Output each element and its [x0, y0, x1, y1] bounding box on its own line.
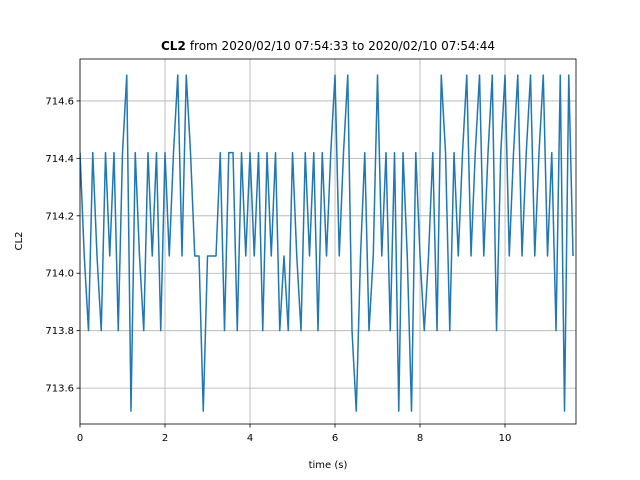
y-tick-label: 713.6 — [45, 384, 74, 395]
data-line — [80, 74, 574, 412]
y-tick-label: 714.4 — [45, 154, 74, 165]
x-tick-label: 2 — [162, 433, 168, 444]
y-tick-label: 714.0 — [45, 269, 74, 280]
x-axis-label: time (s) — [309, 460, 348, 471]
x-tick-label: 8 — [417, 433, 423, 444]
y-tick-label: 713.8 — [45, 326, 74, 337]
x-tick-label: 4 — [247, 433, 253, 444]
x-tick-label: 0 — [77, 433, 83, 444]
plot-frame — [79, 58, 577, 425]
chart-title: CL2 from 2020/02/10 07:54:33 to 2020/02/1… — [161, 39, 495, 53]
title-text: from 2020/02/10 07:54:33 to 2020/02/10 0… — [190, 39, 495, 53]
y-tick-label: 714.6 — [45, 96, 74, 107]
y-axis-label: CL2 — [14, 232, 25, 251]
y-tick-label: 714.2 — [45, 211, 74, 222]
title-bold: CL2 — [161, 39, 186, 53]
x-tick-label: 10 — [499, 433, 512, 444]
x-tick-label: 6 — [332, 433, 338, 444]
